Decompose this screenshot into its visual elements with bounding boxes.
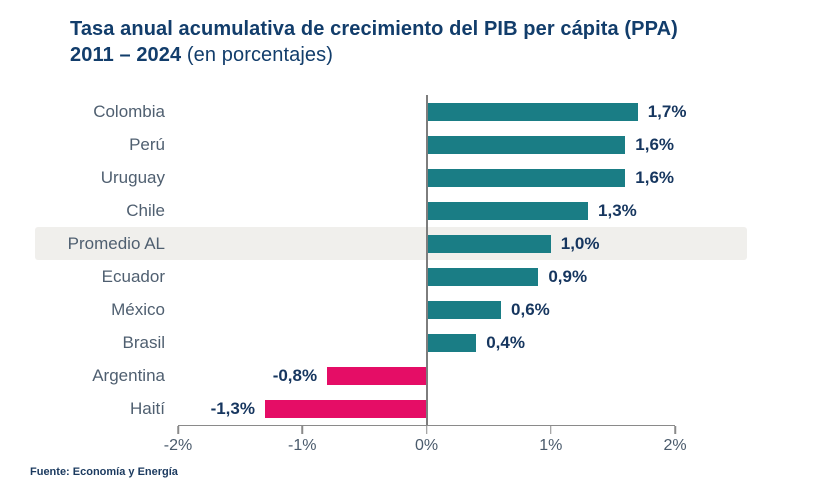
row-plot-area: 1,0% bbox=[178, 227, 675, 260]
bar-méxico bbox=[426, 300, 502, 319]
bar-chile bbox=[426, 201, 589, 220]
category-label: Uruguay bbox=[100, 167, 165, 187]
value-label: 0,6% bbox=[511, 299, 550, 319]
chart-title-period: 2011 – 2024 bbox=[70, 44, 182, 66]
chart-rows: Colombia 1,7% Perú 1,6% Uruguay 1,6% Chile 1,3%… bbox=[35, 95, 747, 425]
value-label: -0,8% bbox=[272, 365, 318, 385]
bar-argentina bbox=[327, 366, 427, 385]
value-label: 1,6% bbox=[635, 167, 675, 187]
category-label: Perú bbox=[129, 134, 165, 154]
chart-title: Tasa anual acumulativa de crecimiento de… bbox=[70, 16, 790, 68]
category-label: Ecuador bbox=[101, 266, 165, 286]
bar-uruguay bbox=[426, 168, 626, 187]
bar-brasil bbox=[426, 333, 477, 352]
row-plot-area: 1,7% bbox=[178, 95, 686, 128]
chart-row-uruguay: Uruguay 1,6% bbox=[35, 161, 747, 194]
row-plot-area: 0,6% bbox=[178, 293, 675, 326]
axis-tick-label: -2% bbox=[163, 437, 193, 454]
category-label: Colombia bbox=[93, 101, 165, 121]
x-axis: -2% -1% 0% 1% 2% bbox=[164, 425, 687, 462]
axis-tick bbox=[177, 426, 179, 434]
category-label: Chile bbox=[126, 200, 165, 220]
row-plot-area: -1,3% bbox=[178, 392, 675, 425]
chart-title-units: (en porcentajes) bbox=[186, 44, 334, 66]
value-label: 1,0% bbox=[560, 233, 600, 253]
chart-row-brasil: Brasil 0,4% bbox=[35, 326, 747, 359]
value-label: 0,4% bbox=[486, 332, 525, 352]
chart-row-colombia: Colombia 1,7% bbox=[35, 95, 747, 128]
bar-haití bbox=[264, 399, 427, 418]
category-label: México bbox=[111, 299, 165, 319]
bar-promedio-al bbox=[426, 234, 551, 253]
chart-row-argentina: Argentina -0,8% bbox=[35, 359, 747, 392]
axis-tick bbox=[550, 426, 552, 434]
row-plot-area: 1,6% bbox=[178, 161, 675, 194]
zero-baseline bbox=[426, 95, 428, 425]
category-label: Promedio AL bbox=[67, 233, 165, 253]
chart-title-line1: Tasa anual acumulativa de crecimiento de… bbox=[70, 18, 678, 40]
axis-tick-label: 1% bbox=[539, 437, 563, 454]
bar-colombia bbox=[426, 102, 638, 121]
axis-tick bbox=[425, 426, 428, 434]
row-plot-area: 0,9% bbox=[178, 260, 675, 293]
axis-tick-label: 2% bbox=[663, 437, 687, 454]
row-plot-area: -0,8% bbox=[178, 359, 675, 392]
axis-tick-label: -1% bbox=[288, 437, 317, 454]
source-note: Fuente: Economía y Energía bbox=[30, 466, 178, 478]
row-plot-area: 1,3% bbox=[178, 194, 675, 227]
chart-row-promedio-al: Promedio AL 1,0% bbox=[35, 227, 747, 260]
row-plot-area: 0,4% bbox=[178, 326, 675, 359]
bar-ecuador bbox=[426, 267, 539, 286]
row-plot-area: 1,6% bbox=[178, 128, 675, 161]
value-label: 0,9% bbox=[548, 266, 588, 286]
category-label: Argentina bbox=[92, 365, 165, 385]
axis-tick bbox=[301, 426, 303, 434]
chart-row-ecuador: Ecuador 0,9% bbox=[35, 260, 747, 293]
value-label: -1,3% bbox=[210, 398, 255, 418]
chart-row-chile: Chile 1,3% bbox=[35, 194, 747, 227]
value-label: 1,3% bbox=[598, 200, 637, 220]
bar-chart: Colombia 1,7% Perú 1,6% Uruguay 1,6% Chile 1,3%… bbox=[35, 95, 747, 455]
chart-row-haití: Haití -1,3% bbox=[35, 392, 747, 425]
axis-tick-label: 0% bbox=[414, 437, 439, 454]
category-label: Brasil bbox=[122, 332, 165, 352]
value-label: 1,7% bbox=[647, 101, 687, 121]
chart-row-perú: Perú 1,6% bbox=[35, 128, 747, 161]
category-label: Haití bbox=[130, 398, 165, 418]
axis-tick bbox=[674, 426, 676, 434]
chart-row-méxico: México 0,6% bbox=[35, 293, 747, 326]
value-label: 1,6% bbox=[635, 134, 675, 154]
bar-perú bbox=[426, 135, 626, 154]
